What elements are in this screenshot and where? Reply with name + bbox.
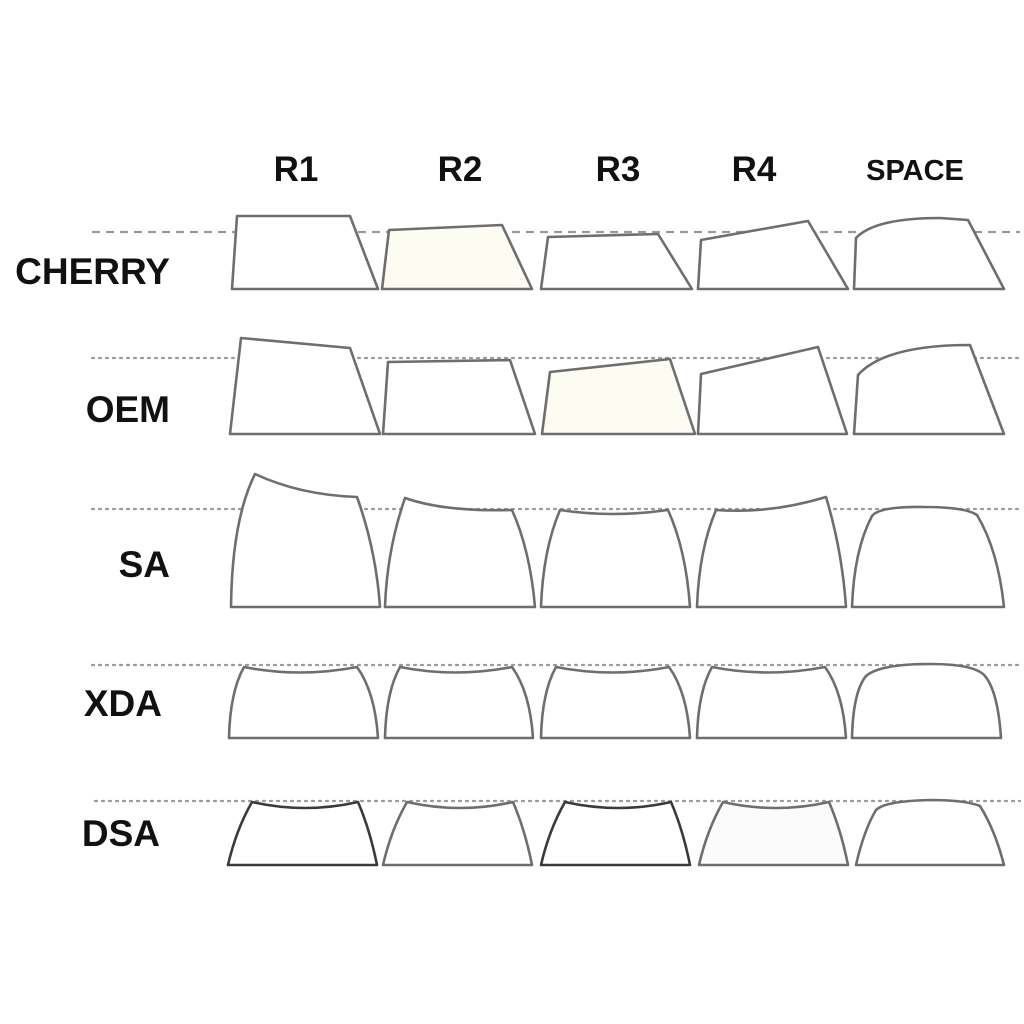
- oem-space-keycap: [852, 343, 1006, 436]
- sa-r4-keycap: [695, 495, 848, 609]
- sa-r2-keycap: [383, 496, 537, 609]
- row-label-oem: OEM: [85, 389, 170, 430]
- row-label-xda: XDA: [83, 683, 162, 724]
- cherry-r4-keycap: [696, 219, 850, 291]
- xda-r4-keycap: [695, 665, 848, 740]
- oem-r2-keycap: [381, 358, 537, 436]
- cherry-r3-keycap: [539, 232, 694, 291]
- oem-r3-keycap: [540, 357, 697, 436]
- dsa-r1-keycap: [226, 800, 379, 867]
- sa-space-keycap: [850, 505, 1006, 609]
- row-label-sa: SA: [118, 544, 170, 585]
- column-header-r4: R4: [731, 150, 777, 189]
- dsa-space-keycap: [854, 798, 1006, 867]
- xda-r1-keycap: [227, 665, 380, 740]
- xda-r2-keycap: [383, 665, 535, 740]
- column-header-r1: R1: [273, 150, 319, 189]
- dsa-r2-keycap: [381, 800, 534, 867]
- cherry-r1-keycap: [230, 214, 380, 291]
- oem-r4-keycap: [696, 345, 849, 436]
- column-header-r3: R3: [595, 150, 641, 189]
- row-label-cherry: CHERRY: [15, 251, 170, 292]
- xda-r3-keycap: [539, 665, 692, 740]
- dsa-r4-keycap: [697, 800, 850, 867]
- column-header-space: SPACE: [866, 155, 964, 187]
- sa-r1-keycap: [229, 472, 382, 609]
- column-header-r2: R2: [437, 150, 483, 189]
- oem-r1-keycap: [228, 336, 382, 436]
- row-label-dsa: DSA: [81, 813, 160, 854]
- cherry-space-keycap: [852, 216, 1006, 291]
- cherry-r2-keycap: [380, 223, 534, 291]
- sa-r3-keycap: [539, 508, 692, 609]
- xda-space-keycap: [850, 662, 1003, 740]
- dsa-r3-keycap: [539, 800, 692, 867]
